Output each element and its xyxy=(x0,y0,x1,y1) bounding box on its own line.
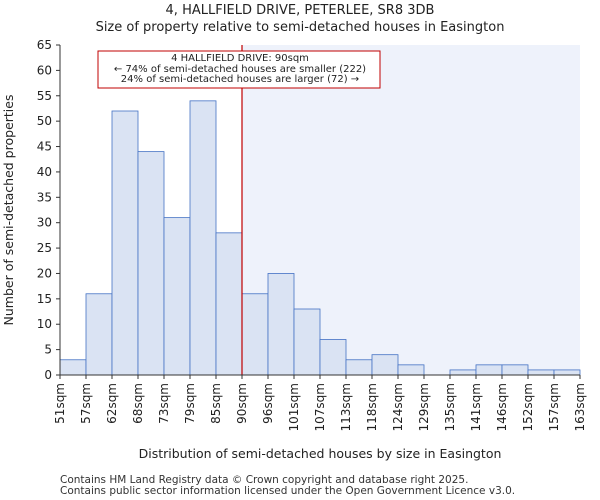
x-ticks-group: 51sqm 57sqm 62sqm 68sqm 73sqm 79sqm 85sqm 90sqm… xyxy=(53,375,587,431)
chart-subtitle: Size of property relative to semi-detach… xyxy=(95,20,505,35)
y-tick-label-10: 10 xyxy=(37,317,52,331)
x-tick-label-96sqm: 96sqm xyxy=(261,383,275,424)
y-tick-label-0: 0 xyxy=(44,368,52,382)
y-tick-label-25: 25 xyxy=(37,241,52,255)
bar-51sqm xyxy=(59,359,87,376)
y-tick-label-15: 15 xyxy=(37,292,52,306)
x-tick-label-57sqm: 57sqm xyxy=(79,383,93,424)
bar-157sqm xyxy=(527,369,555,376)
bar-163sqm xyxy=(553,369,581,376)
bar-57sqm xyxy=(85,293,113,376)
x-tick-label-163sqm: 163sqm xyxy=(573,383,587,431)
y-ticks-group: 0 5 10 15 20 25 30 35 40 45 50 55 60 65 xyxy=(37,38,60,382)
y-tick-label-35: 35 xyxy=(37,190,52,204)
footer-line2: Contains public sector information licen… xyxy=(60,485,516,497)
x-tick-label-73sqm: 73sqm xyxy=(157,383,171,424)
bar-152sqm xyxy=(501,364,529,376)
x-tick-label-51sqm: 51sqm xyxy=(53,383,67,424)
x-tick-label-107sqm: 107sqm xyxy=(313,383,327,431)
x-tick-label-101sqm: 101sqm xyxy=(287,383,301,431)
y-tick-label-5: 5 xyxy=(44,343,52,357)
x-tick-label-146sqm: 146sqm xyxy=(495,383,509,431)
bar-101sqm xyxy=(293,308,321,376)
bar-141sqm xyxy=(449,369,477,376)
x-tick-label-157sqm: 157sqm xyxy=(547,383,561,431)
x-axis-label: Distribution of semi-detached houses by … xyxy=(139,446,502,461)
bar-96sqm xyxy=(267,273,295,376)
y-tick-label-40: 40 xyxy=(37,165,52,179)
chart-title: 4, HALLFIELD DRIVE, PETERLEE, SR8 3DB xyxy=(165,3,435,18)
x-tick-label-135sqm: 135sqm xyxy=(443,383,457,431)
bar-129sqm xyxy=(397,364,425,376)
bar-118sqm xyxy=(345,359,373,376)
y-axis-label: Number of semi-detached properties xyxy=(1,95,16,326)
y-tick-label-50: 50 xyxy=(37,114,52,128)
annotation-box xyxy=(97,50,381,89)
bar-62sqm xyxy=(111,110,139,376)
y-tick-label-30: 30 xyxy=(37,216,52,230)
annotation-line3: 24% of semi-detached houses are larger (… xyxy=(121,74,359,85)
x-tick-label-124sqm: 124sqm xyxy=(391,383,405,431)
x-tick-label-90sqm: 90sqm xyxy=(235,383,249,424)
annotation-line1: 4 HALLFIELD DRIVE: 90sqm xyxy=(171,53,309,64)
bar-68sqm xyxy=(137,151,165,376)
bar-124sqm xyxy=(371,354,399,376)
y-tick-label-60: 60 xyxy=(37,63,52,77)
y-tick-label-45: 45 xyxy=(37,140,52,154)
x-tick-label-79sqm: 79sqm xyxy=(183,383,197,424)
x-tick-label-113sqm: 113sqm xyxy=(339,383,353,431)
bar-113sqm xyxy=(319,339,347,376)
x-tick-label-152sqm: 152sqm xyxy=(521,383,535,431)
bar-79sqm xyxy=(189,100,217,376)
x-tick-label-129sqm: 129sqm xyxy=(417,383,431,431)
bar-146sqm xyxy=(475,364,503,376)
bar-85sqm xyxy=(215,232,243,376)
footer-line1: Contains HM Land Registry data © Crown c… xyxy=(60,474,469,486)
x-tick-label-141sqm: 141sqm xyxy=(469,383,483,431)
bar-90sqm xyxy=(241,293,269,376)
y-tick-label-55: 55 xyxy=(37,89,52,103)
y-tick-label-65: 65 xyxy=(37,38,52,52)
x-tick-label-62sqm: 62sqm xyxy=(105,383,119,424)
x-tick-label-85sqm: 85sqm xyxy=(209,383,223,424)
bars-group xyxy=(59,100,581,376)
x-tick-label-68sqm: 68sqm xyxy=(131,383,145,424)
bar-73sqm xyxy=(163,217,191,376)
x-tick-label-118sqm: 118sqm xyxy=(365,383,379,431)
annotation-line2: ← 74% of semi-detached houses are smalle… xyxy=(114,64,366,75)
y-tick-label-20: 20 xyxy=(37,266,52,280)
